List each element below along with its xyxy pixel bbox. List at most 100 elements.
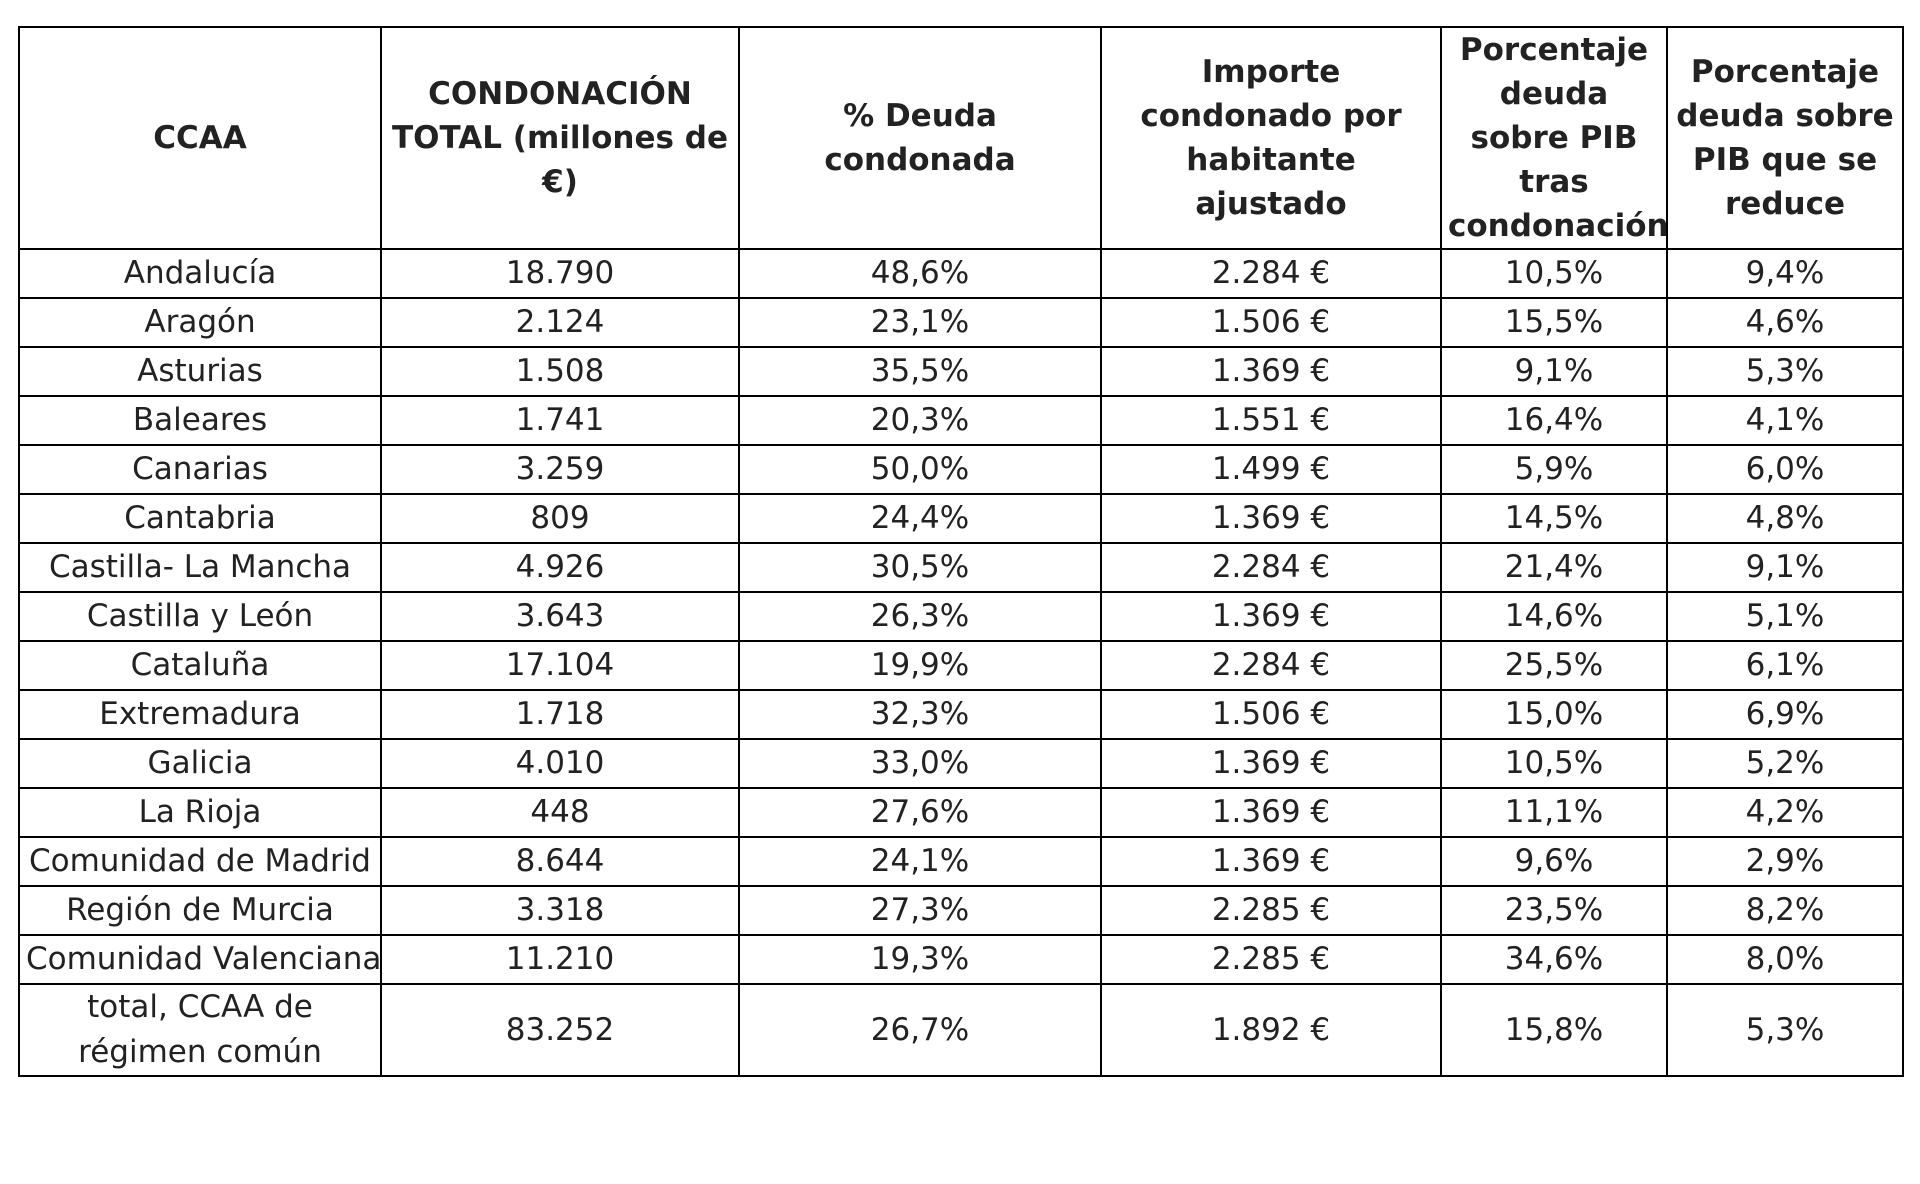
cell-deuda-condonada: 24,1% [738, 836, 1102, 887]
cell-deuda-pib-tras: 10,5% [1440, 738, 1668, 789]
table-row: Cataluña 17.104 19,9% 2.284 €25,5% 6,1% [18, 640, 1904, 691]
cell-importe-por-habitante: 2.285 € [1100, 934, 1442, 985]
table-row: Región de Murcia 3.318 27,3% 2.285 €23,5% 8,… [18, 885, 1904, 936]
cell-condonacion-total: 11.210 [380, 934, 740, 985]
cell-deuda-pib-tras: 9,6% [1440, 836, 1668, 887]
cell-deuda-pib-reduce: 5,1% [1666, 591, 1904, 642]
table-row: Cantabria 809 24,4% 1.369 €14,5% 4,8% [18, 493, 1904, 544]
cell-importe-por-habitante: 2.284 € [1100, 248, 1442, 299]
cell-deuda-condonada: 27,3% [738, 885, 1102, 936]
table-row: Comunidad de Madrid 8.644 24,1% 1.369 €9,6%… [18, 836, 1904, 887]
cell-deuda-pib-reduce: 6,9% [1666, 689, 1904, 740]
cell-deuda-pib-reduce: 4,6% [1666, 297, 1904, 348]
cell-importe-por-habitante: 1.551 € [1100, 395, 1442, 446]
cell-importe-por-habitante: 1.499 € [1100, 444, 1442, 495]
cell-importe-por-habitante: 2.285 € [1100, 885, 1442, 936]
cell-deuda-condonada: 20,3% [738, 395, 1102, 446]
cell-importe-por-habitante: 1.892 € [1100, 983, 1442, 1077]
table-row: Canarias 3.259 50,0% 1.499 €5,9% 6,0% [18, 444, 1904, 495]
header-importe-por-habitante: Importe condonado por habitante ajustado [1100, 26, 1442, 250]
cell-importe-por-habitante: 1.506 € [1100, 297, 1442, 348]
header-deuda-pib-tras: Porcentaje deuda sobre PIB tras condonac… [1440, 26, 1668, 250]
cell-deuda-pib-tras: 23,5% [1440, 885, 1668, 936]
cell-deuda-pib-tras: 10,5% [1440, 248, 1668, 299]
cell-deuda-pib-reduce: 9,4% [1666, 248, 1904, 299]
cell-condonacion-total: 83.252 [380, 983, 740, 1077]
cell-deuda-condonada: 24,4% [738, 493, 1102, 544]
cell-importe-por-habitante: 1.369 € [1100, 493, 1442, 544]
cell-deuda-pib-reduce: 6,0% [1666, 444, 1904, 495]
cell-deuda-condonada: 32,3% [738, 689, 1102, 740]
cell-deuda-condonada: 48,6% [738, 248, 1102, 299]
cell-importe-por-habitante: 2.284 € [1100, 542, 1442, 593]
cell-deuda-pib-reduce: 6,1% [1666, 640, 1904, 691]
cell-deuda-condonada: 50,0% [738, 444, 1102, 495]
header-condonacion-total: CONDONACIÓN TOTAL (millones de €) [380, 26, 740, 250]
cell-importe-por-habitante: 1.369 € [1100, 591, 1442, 642]
cell-importe-por-habitante: 2.284 € [1100, 640, 1442, 691]
cell-ccaa: Canarias [18, 444, 382, 495]
cell-condonacion-total: 2.124 [380, 297, 740, 348]
header-ccaa: CCAA [18, 26, 382, 250]
cell-ccaa: Castilla y León [18, 591, 382, 642]
cell-importe-por-habitante: 1.369 € [1100, 787, 1442, 838]
cell-ccaa: Baleares [18, 395, 382, 446]
cell-deuda-pib-reduce: 8,2% [1666, 885, 1904, 936]
table-row: Castilla- La Mancha 4.926 30,5% 2.284 €21,4… [18, 542, 1904, 593]
cell-deuda-pib-reduce: 4,8% [1666, 493, 1904, 544]
cell-condonacion-total: 809 [380, 493, 740, 544]
cell-condonacion-total: 3.318 [380, 885, 740, 936]
table-row: Castilla y León 3.643 26,3% 1.369 €14,6% 5,1… [18, 591, 1904, 642]
cell-condonacion-total: 4.010 [380, 738, 740, 789]
cell-deuda-pib-tras: 5,9% [1440, 444, 1668, 495]
table-row: Aragón 2.124 23,1% 1.506 €15,5% 4,6% [18, 297, 1904, 348]
cell-deuda-pib-reduce: 8,0% [1666, 934, 1904, 985]
cell-deuda-pib-tras: 21,4% [1440, 542, 1668, 593]
cell-importe-por-habitante: 1.369 € [1100, 346, 1442, 397]
cell-importe-por-habitante: 1.369 € [1100, 836, 1442, 887]
cell-ccaa: La Rioja [18, 787, 382, 838]
cell-condonacion-total: 448 [380, 787, 740, 838]
cell-condonacion-total: 17.104 [380, 640, 740, 691]
cell-ccaa: Aragón [18, 297, 382, 348]
table-row: Baleares 1.741 20,3% 1.551 €16,4% 4,1% [18, 395, 1904, 446]
cell-ccaa: Comunidad Valenciana [18, 934, 382, 985]
cell-condonacion-total: 3.643 [380, 591, 740, 642]
table-body: Andalucía 18.790 48,6% 2.284 €10,5% 9,4% Arag… [18, 248, 1904, 1077]
cell-condonacion-total: 8.644 [380, 836, 740, 887]
cell-ccaa: Extremadura [18, 689, 382, 740]
cell-ccaa: Cataluña [18, 640, 382, 691]
cell-deuda-pib-tras: 16,4% [1440, 395, 1668, 446]
table-row: Andalucía 18.790 48,6% 2.284 €10,5% 9,4% [18, 248, 1904, 299]
cell-ccaa: Comunidad de Madrid [18, 836, 382, 887]
cell-importe-por-habitante: 1.506 € [1100, 689, 1442, 740]
cell-condonacion-total: 1.741 [380, 395, 740, 446]
cell-deuda-pib-tras: 15,0% [1440, 689, 1668, 740]
cell-ccaa: Castilla- La Mancha [18, 542, 382, 593]
cell-deuda-pib-reduce: 4,1% [1666, 395, 1904, 446]
cell-deuda-pib-tras: 9,1% [1440, 346, 1668, 397]
cell-deuda-condonada: 30,5% [738, 542, 1102, 593]
cell-deuda-pib-tras: 11,1% [1440, 787, 1668, 838]
cell-deuda-condonada: 26,7% [738, 983, 1102, 1077]
cell-deuda-pib-reduce: 2,9% [1666, 836, 1904, 887]
cell-deuda-condonada: 26,3% [738, 591, 1102, 642]
table-row: Extremadura 1.718 32,3% 1.506 €15,0% 6,9% [18, 689, 1904, 740]
cell-deuda-pib-tras: 25,5% [1440, 640, 1668, 691]
cell-ccaa: Galicia [18, 738, 382, 789]
cell-deuda-condonada: 19,9% [738, 640, 1102, 691]
table-row: total, CCAA de régimen común 83.252 26,7% 1… [18, 983, 1904, 1077]
cell-condonacion-total: 4.926 [380, 542, 740, 593]
cell-deuda-pib-tras: 14,6% [1440, 591, 1668, 642]
cell-ccaa: Asturias [18, 346, 382, 397]
cell-deuda-pib-tras: 15,8% [1440, 983, 1668, 1077]
cell-deuda-condonada: 23,1% [738, 297, 1102, 348]
cell-deuda-pib-tras: 15,5% [1440, 297, 1668, 348]
cell-deuda-pib-reduce: 5,2% [1666, 738, 1904, 789]
cell-importe-por-habitante: 1.369 € [1100, 738, 1442, 789]
header-deuda-condonada: % Deuda condonada [738, 26, 1102, 250]
cell-condonacion-total: 18.790 [380, 248, 740, 299]
cell-ccaa: Cantabria [18, 493, 382, 544]
cell-deuda-pib-reduce: 9,1% [1666, 542, 1904, 593]
cell-deuda-condonada: 27,6% [738, 787, 1102, 838]
